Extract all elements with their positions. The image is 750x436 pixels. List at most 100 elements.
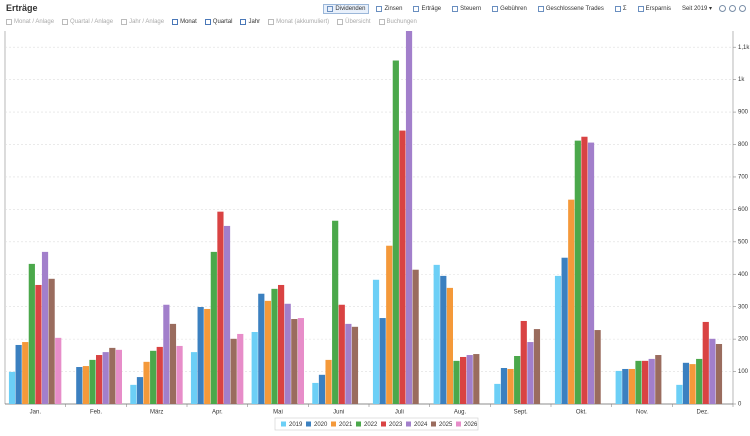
bar (622, 368, 629, 404)
y-tick-label: 900 (738, 110, 749, 116)
bar (22, 342, 29, 404)
tab[interactable]: Erträge (409, 4, 445, 14)
tab[interactable]: Gebühren (488, 4, 531, 14)
bar (102, 352, 109, 404)
bar (251, 331, 258, 404)
legend-box (274, 417, 479, 431)
view-button: Buchungen (377, 18, 419, 26)
bar (594, 330, 601, 404)
bar (554, 275, 562, 404)
legend-swatch (381, 421, 386, 427)
legend-swatch (331, 421, 336, 427)
bar (642, 360, 649, 404)
bar (150, 350, 157, 404)
view-button: Monat (akkumuliert) (266, 18, 331, 26)
view-icon (337, 19, 344, 25)
legend-swatch (356, 421, 361, 427)
legend-label: 2022 (364, 422, 378, 428)
view-label: Übersicht (345, 19, 371, 25)
legend-label: 2024 (414, 422, 428, 428)
x-tick-label: Apr. (212, 410, 223, 416)
bar (197, 307, 204, 404)
tab-bar: Dividenden Zinsen Erträge Steuern Gebühren Ge… (323, 3, 746, 14)
bar (318, 374, 326, 404)
bar (76, 367, 83, 404)
view-button: Jahr / Anlage (119, 18, 166, 26)
view-icon (121, 19, 128, 25)
bar (156, 346, 163, 404)
tool-icon[interactable] (729, 5, 736, 12)
bar (527, 342, 534, 404)
bar (163, 304, 170, 404)
tab[interactable]: Zinsen (372, 4, 406, 14)
y-tick-label: 800 (738, 142, 749, 148)
bar (217, 211, 224, 404)
bar (689, 364, 696, 404)
tool-icon[interactable] (719, 5, 726, 12)
tab[interactable]: Steuern (448, 4, 485, 14)
tab[interactable]: Σ (611, 4, 631, 14)
bar (386, 245, 393, 404)
tab-label: Erträge (421, 5, 442, 12)
legend-label: 2021 (339, 422, 353, 428)
x-tick-label: Aug. (454, 410, 467, 416)
legend-swatch (431, 421, 436, 427)
legend-swatch (306, 421, 311, 427)
view-button[interactable]: Quartal (203, 18, 235, 26)
view-icon (172, 19, 179, 25)
bar (230, 338, 237, 404)
tab[interactable]: Dividenden (323, 3, 370, 14)
bar (55, 337, 62, 404)
tab-label: Ersparnis (645, 5, 671, 12)
bar (500, 367, 508, 404)
tab-label: Σ (622, 5, 627, 12)
bar (264, 300, 271, 404)
bar (271, 288, 278, 404)
legend-swatch (406, 421, 411, 427)
x-tick-label: Sept. (514, 410, 528, 416)
tab-icon (327, 5, 334, 12)
bar (332, 220, 339, 404)
tab-label: Geschlossene Trades (545, 5, 604, 12)
view-bar: Monat / Anlage Quartal / Anlage Jahr / Anl… (4, 18, 419, 26)
tab-icon (637, 5, 644, 12)
view-button[interactable]: Monat (170, 18, 199, 26)
y-tick-label: 200 (738, 337, 749, 343)
bar (696, 358, 703, 404)
bar (278, 284, 285, 404)
tab-label: Gebühren (500, 5, 527, 12)
bar (379, 318, 386, 404)
bar (466, 355, 473, 404)
legend-label: 2023 (389, 422, 403, 428)
bar (136, 377, 144, 404)
bar (702, 321, 709, 404)
y-tick-label: 700 (738, 175, 749, 181)
period-dropdown[interactable]: Seit 2019 ▾ (681, 6, 712, 12)
bar (405, 31, 413, 404)
bar (325, 359, 332, 404)
bar (284, 303, 291, 404)
view-label: Quartal / Anlage (70, 19, 114, 25)
tool-icon[interactable] (739, 5, 746, 12)
x-tick-label: Jan. (30, 410, 42, 416)
tab[interactable]: Geschlossene Trades (534, 4, 608, 14)
bar (96, 355, 103, 404)
view-button[interactable]: Jahr (238, 18, 262, 26)
tab[interactable]: Ersparnis (634, 4, 675, 14)
view-icon (240, 19, 247, 25)
view-button: Monat / Anlage (4, 18, 56, 26)
view-icon (268, 19, 275, 25)
x-tick-label: Mai (273, 410, 283, 416)
bar (446, 287, 453, 404)
y-tick-label: 300 (738, 304, 749, 310)
bar (574, 140, 581, 404)
tab-icon (376, 5, 383, 12)
view-label: Monat / Anlage (14, 19, 55, 25)
bar (35, 284, 42, 404)
x-tick-label: Juli (395, 410, 404, 416)
bar (204, 308, 211, 404)
legend-label: 2019 (289, 422, 303, 428)
bar (28, 263, 35, 404)
view-label: Monat (180, 19, 197, 25)
